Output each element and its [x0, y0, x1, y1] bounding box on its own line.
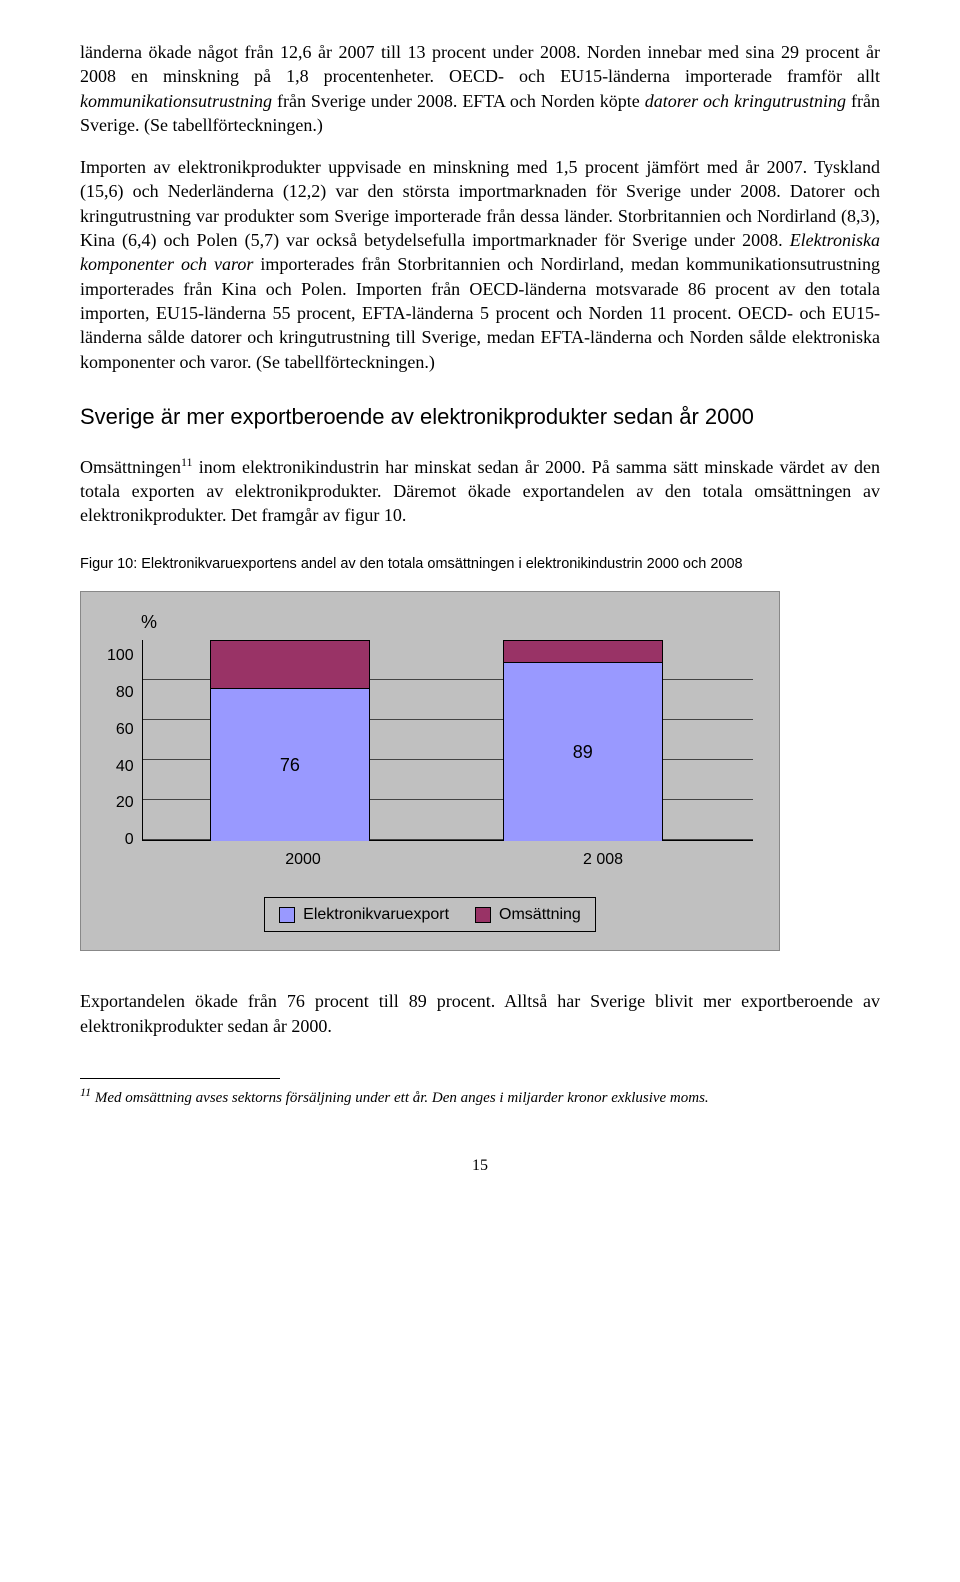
bar-chart: % 100 80 60 40 20 0 76 89 20002 008 Elektronik… — [80, 591, 780, 951]
y-tick: 20 — [116, 795, 134, 811]
bar-value-label: 76 — [280, 753, 300, 777]
intro-paragraph-2: Importen av elektronikprodukter uppvisad… — [80, 155, 880, 374]
stacked-bar: 76 — [210, 640, 370, 840]
y-axis: 100806040200 — [107, 640, 142, 840]
intro-paragraph-1: länderna ökade något från 12,6 år 2007 t… — [80, 40, 880, 137]
y-axis-unit: % — [141, 610, 753, 634]
legend-label: Omsättning — [499, 904, 581, 926]
legend-label: Elektronikvaruexport — [303, 904, 449, 926]
figure-caption: Figur 10: Elektronikvaruexportens andel … — [80, 555, 880, 575]
bar-segment-export: 89 — [504, 663, 662, 841]
legend-item: Elektronikvaruexport — [279, 904, 449, 926]
legend-swatch — [475, 907, 491, 923]
stacked-bar: 89 — [503, 640, 663, 840]
bar-segment-export: 76 — [211, 689, 369, 841]
bar-segment-omsattning — [504, 641, 662, 663]
legend-swatch — [279, 907, 295, 923]
y-tick: 0 — [125, 832, 134, 848]
bar-segment-omsattning — [211, 641, 369, 689]
x-tick: 2000 — [153, 849, 453, 871]
section-heading: Sverige är mer exportberoende av elektro… — [80, 402, 880, 432]
y-tick: 80 — [116, 685, 134, 701]
x-axis: 20002 008 — [153, 849, 753, 871]
footnote-separator — [80, 1078, 280, 1079]
x-tick: 2 008 — [453, 849, 753, 871]
y-tick: 60 — [116, 722, 134, 738]
footnote: 11 Med omsättning avses sektorns försälj… — [80, 1085, 880, 1109]
conclusion-paragraph: Exportandelen ökade från 76 procent till… — [80, 989, 880, 1038]
legend-item: Omsättning — [475, 904, 581, 926]
y-tick: 40 — [116, 759, 134, 775]
chart-legend: Elektronikvaruexport Omsättning — [264, 897, 596, 933]
y-tick: 100 — [107, 648, 134, 664]
page-number: 15 — [80, 1155, 880, 1177]
chart-plot-area: 76 89 — [142, 640, 753, 841]
bar-value-label: 89 — [573, 740, 593, 764]
intro-paragraph-3: Omsättningen11 inom elektronikindustrin … — [80, 454, 880, 528]
